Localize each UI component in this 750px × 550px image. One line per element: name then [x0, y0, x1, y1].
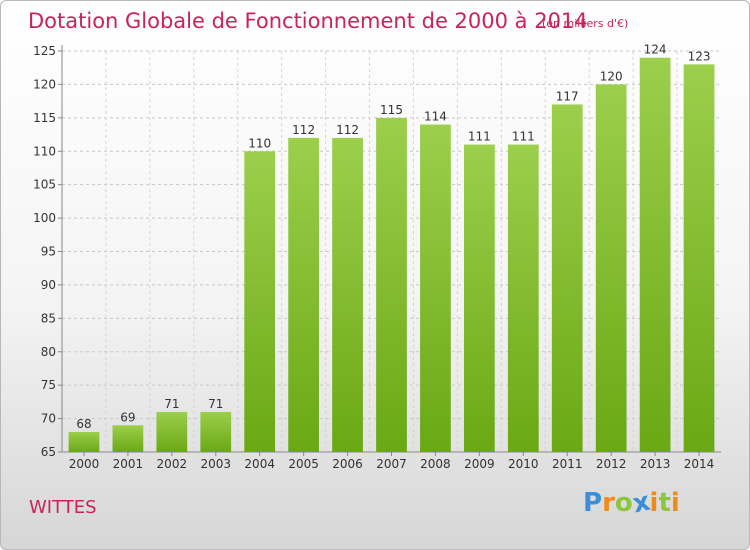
bar-2009 — [463, 144, 495, 453]
bar-2004 — [244, 151, 276, 452]
bars — [68, 57, 715, 453]
x-tick-label: 2006 — [332, 457, 363, 471]
value-label: 71 — [164, 397, 179, 411]
x-tick-label: 2007 — [376, 457, 407, 471]
value-label: 69 — [120, 410, 135, 424]
y-tick-label: 100 — [33, 211, 56, 225]
x-tick-label: 2003 — [200, 457, 231, 471]
y-tick-label: 90 — [41, 278, 56, 292]
x-tick-label: 2005 — [288, 457, 319, 471]
value-label: 110 — [248, 136, 271, 150]
value-label: 124 — [644, 43, 667, 57]
value-label: 112 — [292, 123, 315, 137]
x-tick-label: 2004 — [244, 457, 275, 471]
bar-2012 — [595, 84, 627, 453]
bar-2003 — [200, 411, 232, 452]
y-tick-label: 80 — [41, 345, 56, 359]
y-tick-label: 75 — [41, 378, 56, 392]
x-tick-label: 2000 — [69, 457, 100, 471]
bar-2007 — [376, 117, 407, 452]
y-tick-label: 125 — [33, 44, 56, 58]
y-tick-label: 65 — [41, 445, 56, 459]
x-tick-label: 2012 — [596, 457, 627, 471]
value-label: 123 — [688, 49, 711, 63]
value-label: 71 — [208, 397, 223, 411]
bar-2010 — [507, 144, 539, 453]
value-label: 120 — [600, 69, 623, 83]
x-tick-label: 2010 — [508, 457, 539, 471]
value-label: 117 — [556, 89, 579, 103]
y-tick-label: 95 — [41, 245, 56, 259]
x-tick-label: 2001 — [113, 457, 144, 471]
x-tick-label: 2014 — [684, 457, 715, 471]
y-tick-label: 105 — [33, 178, 56, 192]
logo-letter: o — [614, 488, 633, 518]
value-label: 114 — [424, 110, 447, 124]
y-tick-label: 115 — [33, 111, 56, 125]
chart-title: Dotation Globale de Fonctionnement de 20… — [28, 9, 588, 33]
bar-2006 — [332, 137, 363, 452]
logo-letter: i — [670, 488, 680, 518]
bar-2000 — [68, 431, 100, 452]
x-tick-label: 2011 — [552, 457, 583, 471]
value-label: 111 — [468, 130, 491, 144]
bar-2001 — [112, 425, 144, 452]
bar-2005 — [288, 137, 320, 452]
chart-subtitle: (en milliers d'€) — [542, 17, 629, 30]
bar-2014 — [683, 64, 715, 452]
bar-2013 — [639, 57, 671, 452]
logo-letter: i — [649, 488, 659, 518]
x-tick-label: 2013 — [640, 457, 671, 471]
logo-letter: r — [602, 488, 615, 518]
value-label: 68 — [76, 417, 91, 431]
labels: 65 70 75 80 85 90 95 100 105 110 115 120 125 68 2000 69… — [33, 43, 714, 471]
proxiti-logo: Proxiti — [583, 487, 680, 520]
x-tick-label: 2009 — [464, 457, 495, 471]
commune-name: WITTES — [29, 497, 97, 518]
x-tick-label: 2002 — [157, 457, 188, 471]
value-label: 115 — [380, 103, 403, 117]
logo-letter: P — [583, 488, 603, 518]
y-tick-label: 120 — [33, 77, 56, 91]
y-tick-label: 110 — [33, 144, 56, 158]
y-tick-label: 70 — [41, 412, 56, 426]
bar-2002 — [156, 411, 188, 452]
logo-letter: t — [658, 488, 671, 518]
x-tick-label: 2008 — [420, 457, 451, 471]
bar-2008 — [420, 124, 451, 453]
value-label: 112 — [336, 123, 359, 137]
value-label: 111 — [512, 130, 535, 144]
y-tick-label: 85 — [41, 311, 56, 325]
bar-2011 — [551, 104, 583, 452]
